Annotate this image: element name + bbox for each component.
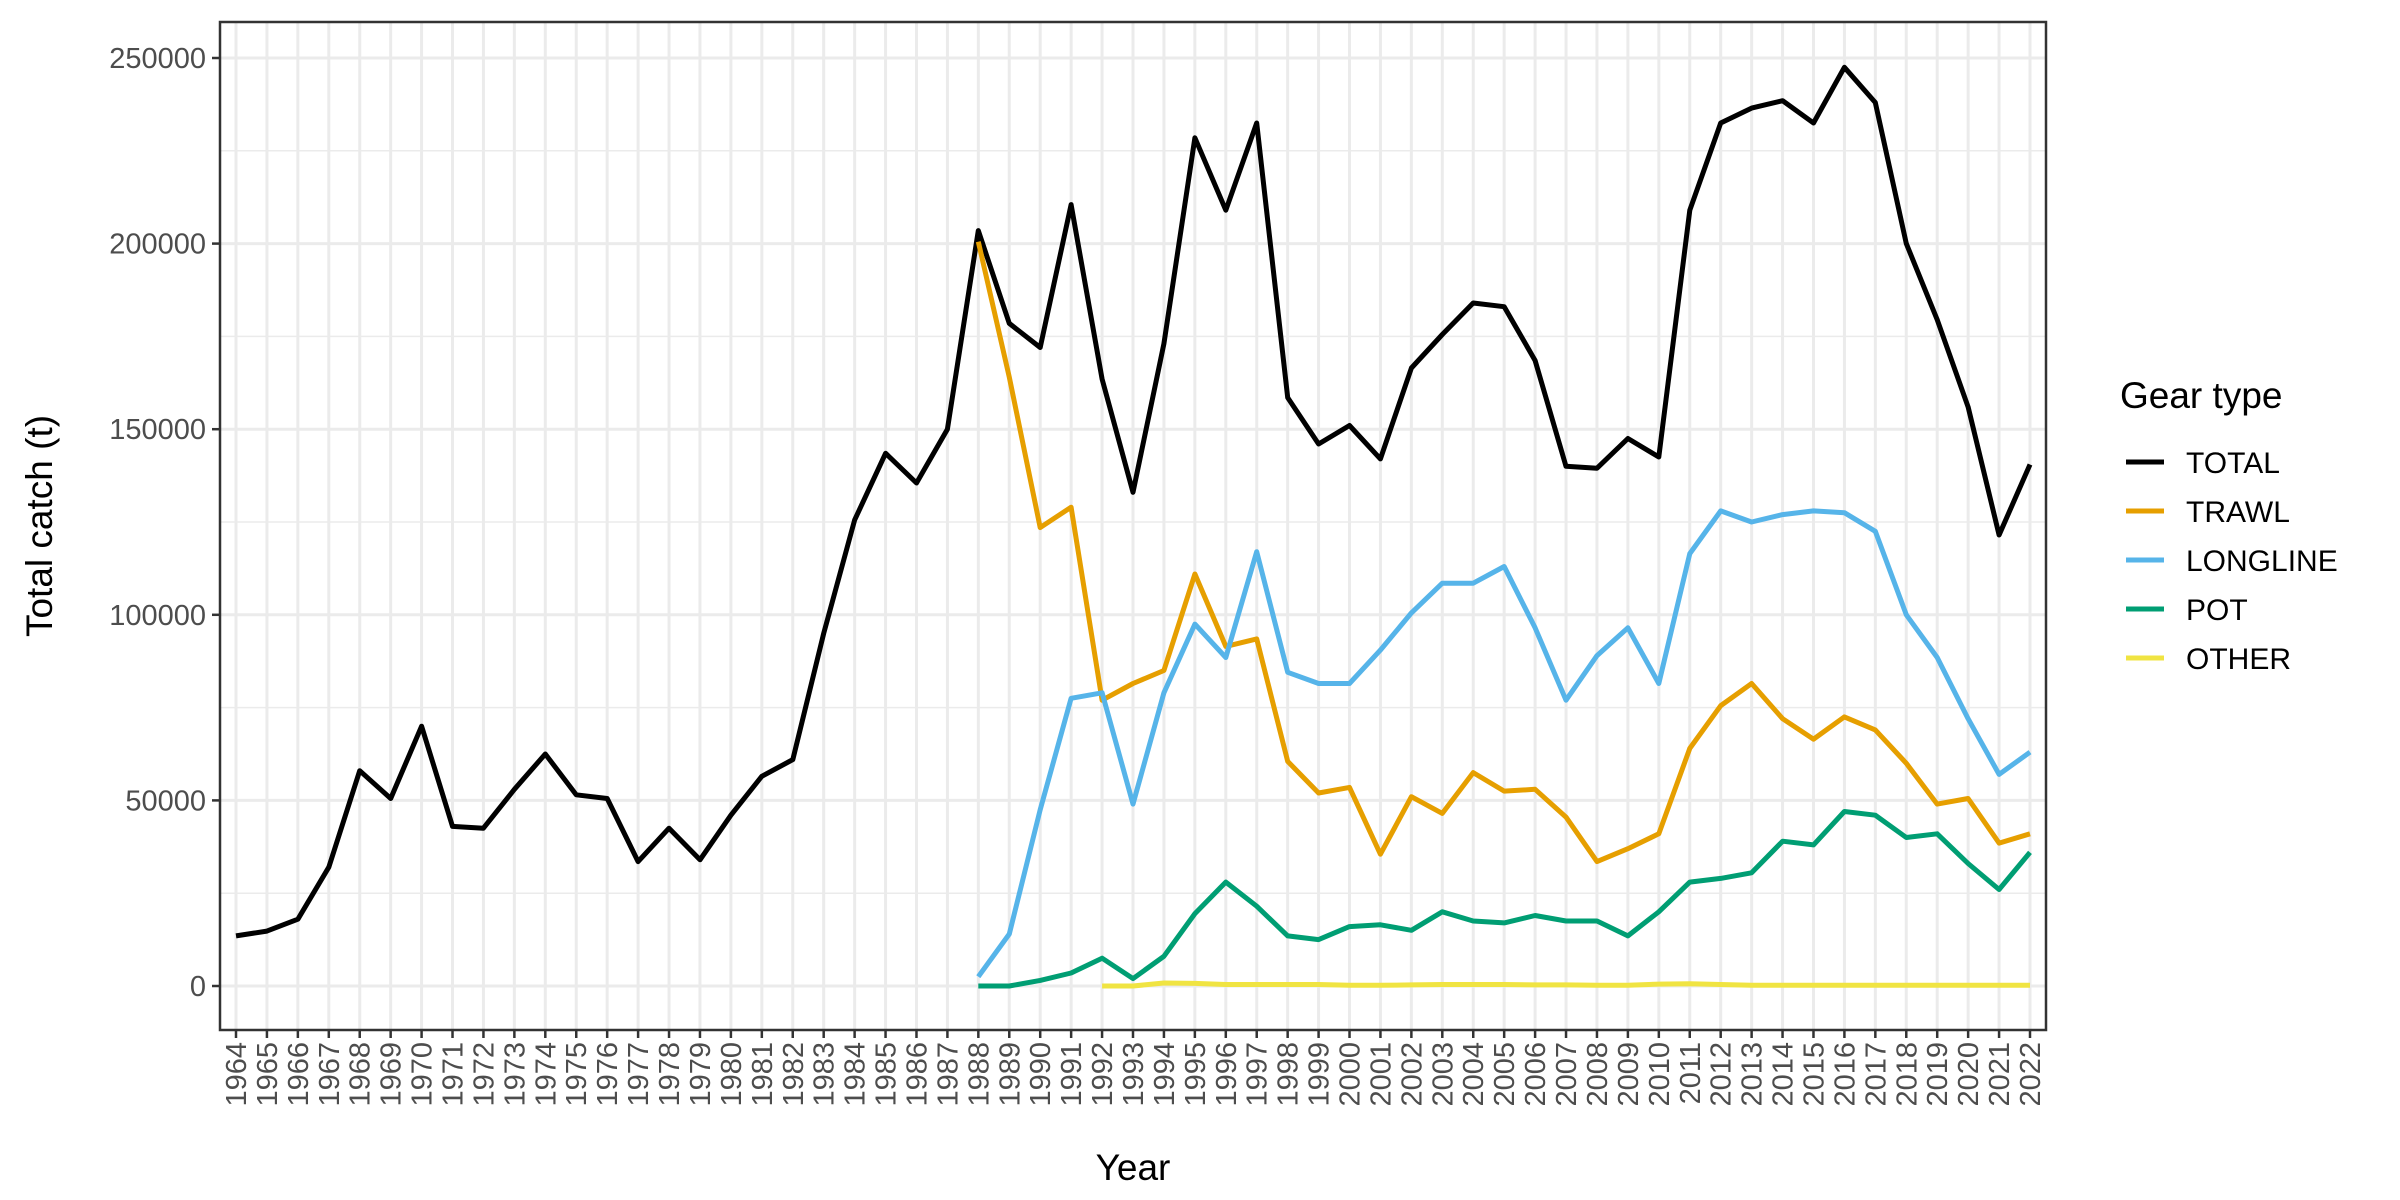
x-tick-label: 2011: [1675, 1042, 1707, 1104]
x-tick-label: 1987: [932, 1042, 964, 1107]
x-tick-label: 2018: [1891, 1042, 1923, 1107]
x-tick-label: 1969: [376, 1042, 408, 1107]
x-tick-label: 1989: [994, 1042, 1026, 1107]
x-tick-label: 1981: [747, 1042, 779, 1107]
x-tick-label: 2013: [1737, 1042, 1769, 1107]
series-lines: [235, 64, 2033, 989]
y-tick-label: 100000: [109, 600, 206, 632]
x-tick-label: 1968: [345, 1042, 377, 1107]
x-tick-label: 2008: [1582, 1042, 1614, 1107]
x-tick-label: 2005: [1489, 1042, 1521, 1107]
x-axis-title: Year: [1096, 1147, 1171, 1188]
y-tick-label: 0: [190, 971, 206, 1003]
x-tick-label: 2004: [1458, 1042, 1490, 1107]
x-tick-label: 1980: [716, 1042, 748, 1107]
legend-label-pot: POT: [2186, 594, 2248, 627]
x-tick-label: 1966: [283, 1042, 315, 1107]
x-tick-label: 2022: [2015, 1042, 2047, 1107]
series-line-other: [1102, 980, 2030, 989]
x-tick-label: 1982: [778, 1042, 810, 1107]
x-tick-label: 1999: [1304, 1042, 1336, 1107]
series-line-trawl: [975, 241, 2031, 865]
x-tick-label: 2015: [1798, 1042, 1830, 1107]
x-tick-label: 1973: [499, 1042, 531, 1107]
y-tick-label: 250000: [109, 43, 206, 75]
x-tick-label: 2020: [1953, 1042, 1985, 1107]
y-tick-label: 50000: [125, 785, 206, 817]
x-tick-label: 2002: [1396, 1042, 1428, 1107]
x-tick-label: 2016: [1829, 1042, 1861, 1107]
x-tick-label: 2007: [1551, 1042, 1583, 1107]
x-axis: 1964196519661967196819691970197119721973…: [221, 1030, 2047, 1107]
x-tick-label: 1983: [809, 1042, 841, 1107]
x-tick-label: 2009: [1613, 1042, 1645, 1107]
x-tick-label: 1971: [438, 1042, 470, 1107]
x-tick-label: 2006: [1520, 1042, 1552, 1107]
x-tick-label: 1967: [314, 1042, 346, 1107]
y-axis: 0 50000 100000 150000 200000 250000: [109, 43, 220, 1003]
y-tick-label: 150000: [109, 414, 206, 446]
x-tick-label: 2003: [1427, 1042, 1459, 1107]
x-tick-label: 2014: [1768, 1042, 1800, 1107]
x-tick-label: 1964: [221, 1042, 253, 1107]
x-tick-label: 1972: [468, 1042, 500, 1107]
x-tick-label: 1994: [1149, 1042, 1181, 1107]
x-tick-label: 1984: [840, 1042, 872, 1107]
x-tick-label: 1988: [963, 1042, 995, 1107]
x-tick-label: 1996: [1211, 1042, 1243, 1107]
x-tick-label: 1965: [252, 1042, 284, 1107]
y-axis-title: Total catch (t): [19, 415, 60, 637]
series-line-total: [235, 64, 2033, 939]
series-line-pot: [978, 809, 2032, 989]
x-tick-label: 1977: [623, 1042, 655, 1107]
x-tick-label: 1986: [901, 1042, 933, 1107]
x-tick-label: 1997: [1242, 1042, 1274, 1107]
x-tick-label: 2019: [1922, 1042, 1954, 1107]
x-tick-label: 1992: [1087, 1042, 1119, 1107]
y-tick-label: 200000: [109, 229, 206, 261]
x-tick-label: 1985: [871, 1042, 903, 1107]
x-tick-label: 1979: [685, 1042, 717, 1107]
legend-label-trawl: TRAWL: [2186, 496, 2290, 529]
x-tick-label: 2017: [1860, 1042, 1892, 1107]
x-tick-label: 2012: [1706, 1042, 1738, 1107]
legend-label-total: TOTAL: [2186, 447, 2280, 480]
legend-label-longline: LONGLINE: [2186, 545, 2338, 578]
x-tick-label: 1975: [561, 1042, 593, 1107]
x-tick-label: 1978: [654, 1042, 686, 1107]
legend: Gear type TOTAL TRAWL LONGLINE POT OTHER: [2120, 375, 2338, 676]
legend-label-other: OTHER: [2186, 643, 2291, 676]
x-tick-label: 1974: [530, 1042, 562, 1107]
x-tick-label: 1995: [1180, 1042, 1212, 1107]
legend-title: Gear type: [2120, 375, 2282, 416]
x-tick-label: 2010: [1644, 1042, 1676, 1107]
x-tick-label: 1990: [1025, 1042, 1057, 1107]
x-tick-label: 1976: [592, 1042, 624, 1107]
x-tick-label: 1970: [407, 1042, 439, 1107]
series-line-longline: [976, 508, 2032, 979]
x-tick-label: 2001: [1365, 1042, 1397, 1107]
x-tick-label: 1998: [1273, 1042, 1305, 1107]
x-tick-label: 1993: [1118, 1042, 1150, 1107]
x-tick-label: 1991: [1056, 1042, 1088, 1107]
x-tick-label: 2021: [1984, 1042, 2016, 1107]
x-tick-label: 2000: [1335, 1042, 1367, 1107]
